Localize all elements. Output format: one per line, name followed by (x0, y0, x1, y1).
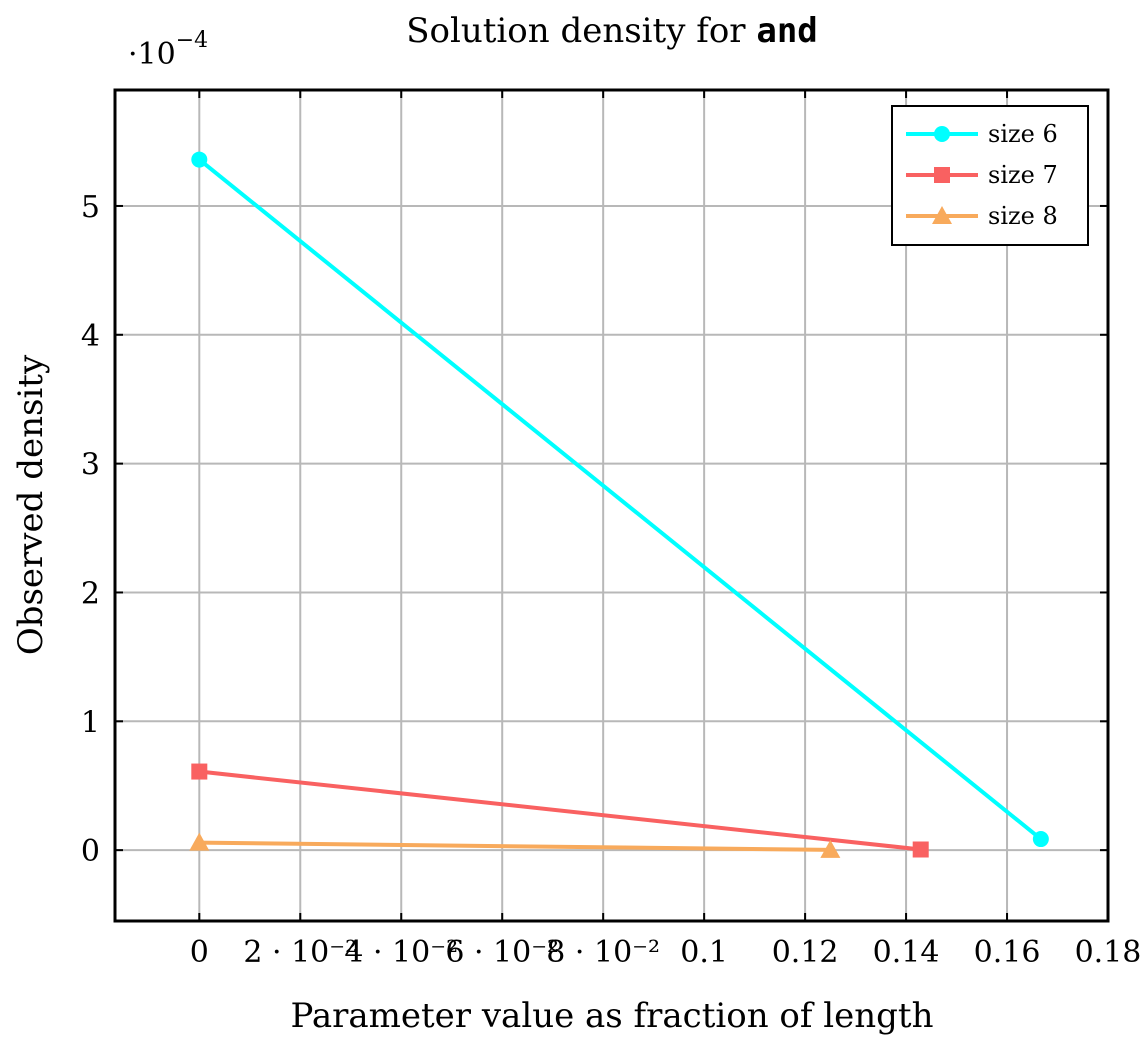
legend-label: size 8 (988, 202, 1058, 230)
legend-marker-triangle (932, 206, 952, 224)
data-point-triangle (189, 832, 210, 851)
series-layer (189, 151, 1049, 858)
x-tick-label: 0.14 (873, 935, 940, 970)
data-point-triangle (820, 839, 841, 858)
y-multiplier-exponent: −4 (176, 28, 208, 53)
series-line (199, 840, 831, 852)
x-axis-title: Parameter value as fraction of length (291, 996, 934, 1036)
x-tick-label: 2 · 10⁻² (243, 935, 357, 970)
x-tick-label: 0.1 (680, 935, 728, 970)
x-tick-label: 4 · 10⁻² (344, 935, 458, 970)
series-size-7 (191, 763, 929, 858)
series-line (199, 769, 921, 852)
chart-title-prefix: Solution density for (406, 11, 756, 51)
legend-entry: size 6 (906, 120, 1058, 148)
y-tick-label: 3 (81, 448, 100, 483)
y-tick-label: 0 (81, 834, 100, 869)
legend: size 6 size 7 size 8 (891, 105, 1089, 246)
y-tick-label: 4 (81, 319, 100, 354)
legend-entry: size 8 (906, 202, 1058, 230)
y-tick-label: 5 (81, 190, 100, 225)
y-axis-title: Observed density (11, 354, 51, 655)
data-point-square (191, 763, 208, 780)
x-tick-label: 0.18 (1075, 935, 1142, 970)
x-tick-label: 0.12 (772, 935, 839, 970)
chart-title-code: and (756, 11, 817, 51)
x-tick-label: 0 (190, 935, 209, 970)
x-tick-label: 8 · 10⁻² (546, 935, 660, 970)
data-point-square (912, 841, 929, 858)
x-tick-label: 6 · 10⁻² (445, 935, 559, 970)
legend-marker-circle (934, 126, 950, 142)
x-tick-label: 0.16 (974, 935, 1041, 970)
series-line (198, 158, 1043, 841)
legend-marker-square (934, 167, 950, 183)
chart-title: Solution density for and (406, 11, 818, 51)
legend-label: size 6 (988, 120, 1058, 148)
series-size-8 (189, 832, 841, 858)
y-tick-label: 1 (81, 705, 100, 740)
y-tick-labels: 0 1 2 3 4 5 (81, 190, 100, 869)
legend-label: size 7 (988, 161, 1058, 189)
data-point-circle (1032, 831, 1049, 848)
legend-entry: size 7 (906, 161, 1058, 189)
data-point-circle (191, 151, 208, 168)
series-size-6 (191, 151, 1049, 848)
x-tick-labels: 0 2 · 10⁻²4 · 10⁻²6 · 10⁻²8 · 10⁻² 0.1 0.12… (190, 935, 1142, 970)
y-multiplier-label: ·10−4 (128, 28, 208, 72)
y-tick-label: 2 (81, 576, 100, 611)
plot-frame (113, 88, 1110, 923)
y-multiplier-base: ·10 (128, 37, 176, 72)
